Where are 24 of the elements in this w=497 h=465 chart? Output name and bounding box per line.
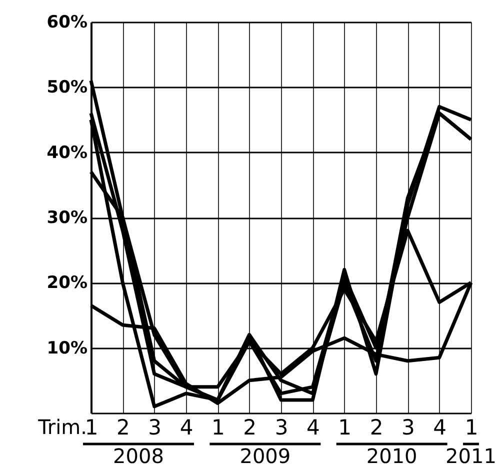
x-tick-label: 1 <box>464 416 478 440</box>
y-tick-label: 50% <box>46 78 88 98</box>
x-tick-label: 1 <box>211 416 225 440</box>
y-tick-label: 40% <box>46 142 88 163</box>
x-tick-label: 1 <box>84 416 98 440</box>
x-tick-label: 4 <box>433 416 447 440</box>
text: 2011 <box>446 444 496 465</box>
x-tick-label: 2 <box>243 416 257 440</box>
text: 2009 <box>240 444 291 465</box>
text: Trim. <box>37 415 87 439</box>
x-tick-label: 1 <box>338 416 352 440</box>
x-tick-label: 4 <box>180 416 194 440</box>
y-tick-label: 10% <box>46 338 88 358</box>
x-tick-label: 2 <box>370 416 384 440</box>
x-tick-label: 4 <box>306 416 320 440</box>
x-tick-label: 3 <box>274 416 288 440</box>
x-tick-label: 2 <box>116 416 130 440</box>
y-tick-label: 60% <box>46 12 88 32</box>
text: 2008 <box>113 444 164 465</box>
x-tick-label: 3 <box>148 416 162 440</box>
text: 2010 <box>366 444 418 465</box>
y-tick-label: 20% <box>46 273 88 294</box>
x-tick-label: 3 <box>401 416 415 440</box>
y-tick-label: 30% <box>46 208 88 228</box>
